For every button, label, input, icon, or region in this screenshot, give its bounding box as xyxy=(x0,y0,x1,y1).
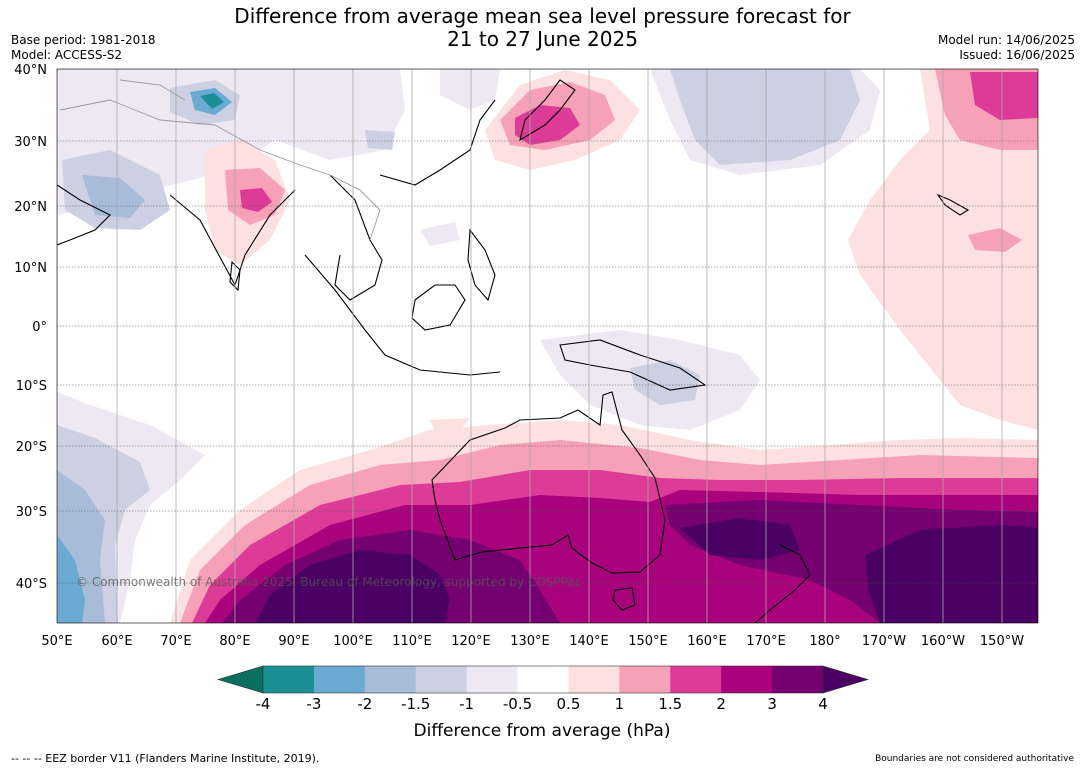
issued-date: Issued: 16/06/2025 xyxy=(959,48,1075,62)
colorbar-tick-label: 3 xyxy=(767,695,777,713)
lat-label: 20°N xyxy=(14,200,47,215)
colorbar-swatch xyxy=(517,666,569,693)
lon-label: 110°E xyxy=(392,634,432,649)
colorbar-swatch xyxy=(670,666,722,693)
lat-label: 40°N xyxy=(14,63,47,78)
lon-label: 50°E xyxy=(41,634,72,649)
colorbar: -4 -3 -2 -1.5 -1 -0.5 0.5 1 1.5 2 3 4 xyxy=(216,665,870,713)
colorbar-tick-label: 0.5 xyxy=(557,695,581,713)
philippines-coast xyxy=(467,228,496,302)
latitude-labels: 40°N 30°N 20°N 10°N 0° 10°S 20°S 30°S 40°S xyxy=(14,63,47,592)
eez-footnote: -- -- -- EEZ border V11 (Flanders Marine… xyxy=(11,752,320,765)
lat-label: 10°N xyxy=(14,261,47,276)
meta-left: Base period: 1981-2018 Model: ACCESS-S2 xyxy=(11,33,156,63)
lon-label: 160°E xyxy=(687,634,727,649)
colorbar-tick-label: -1 xyxy=(459,695,474,713)
lon-label: 170°E xyxy=(746,634,786,649)
lon-label: 160°W xyxy=(921,634,965,649)
lon-label: 120°E xyxy=(451,634,491,649)
lon-label: 60°E xyxy=(101,634,132,649)
model-run: Model run: 14/06/2025 xyxy=(937,33,1075,47)
lon-label: 140°E xyxy=(569,634,609,649)
colorbar-frame xyxy=(262,665,824,694)
china-coast xyxy=(379,99,496,186)
colorbar-swatch xyxy=(568,666,620,693)
lon-label: 100°E xyxy=(333,634,373,649)
title-line-2: 21 to 27 June 2025 xyxy=(447,27,638,51)
colorbar-tick-label: 1.5 xyxy=(658,695,682,713)
borneo-coast xyxy=(411,284,466,331)
colorbar-title: Difference from average (hPa) xyxy=(414,721,671,741)
colorbar-tick-label: -4 xyxy=(256,695,271,713)
lon-label: 170°W xyxy=(862,634,906,649)
coastlines xyxy=(57,79,970,623)
colorbar-tick-label: -0.5 xyxy=(503,695,532,713)
colorbar-tick-label: 1 xyxy=(615,695,625,713)
hawaii-coast xyxy=(936,193,970,216)
lon-label: 150°W xyxy=(980,634,1024,649)
map-frame xyxy=(56,68,1039,624)
lon-label: 90°E xyxy=(278,634,309,649)
colorbar-swatch xyxy=(721,666,773,693)
lon-label: 180° xyxy=(809,634,840,649)
colorbar-swatch xyxy=(313,666,366,693)
lat-label: 0° xyxy=(32,320,47,335)
japan-coast xyxy=(519,79,576,142)
colorbar-tick-label: 2 xyxy=(716,695,726,713)
negative-anomaly-layer xyxy=(57,69,880,623)
borders xyxy=(59,79,381,241)
colorbar-swatch xyxy=(364,666,417,693)
colorbar-arrow-low xyxy=(216,665,264,694)
copyright-text: © Commonwealth of Australia 2025, Bureau… xyxy=(76,575,581,589)
colorbar-tick-label: -1.5 xyxy=(401,695,430,713)
lat-label: 20°S xyxy=(16,440,47,455)
lat-label: 30°N xyxy=(14,135,47,150)
lat-label: 30°S xyxy=(16,505,47,520)
colorbar-tick-label: -2 xyxy=(357,695,372,713)
graticule xyxy=(57,69,1038,623)
base-period: Base period: 1981-2018 xyxy=(11,33,156,47)
new-guinea-coast xyxy=(559,339,707,391)
new-zealand-coast xyxy=(754,544,811,623)
indochina-coast xyxy=(329,174,383,301)
colorbar-swatch xyxy=(619,666,671,693)
lon-label: 150°E xyxy=(628,634,668,649)
colorbar-tick-label: 4 xyxy=(818,695,828,713)
colorbar-tick-label: -3 xyxy=(306,695,321,713)
longitude-labels: 50°E 60°E 70°E 80°E 90°E 100°E 110°E 120°E 130°E… xyxy=(41,634,1024,649)
australia-coast xyxy=(431,391,666,574)
lon-label: 70°E xyxy=(160,634,191,649)
colorbar-swatch xyxy=(415,666,468,693)
colorbar-arrow-high xyxy=(822,665,870,694)
colorbar-swatch xyxy=(772,666,824,693)
title-line-1: Difference from average mean sea level p… xyxy=(234,4,851,28)
page-title: Difference from average mean sea level p… xyxy=(0,5,1085,51)
map-panel xyxy=(57,69,1038,623)
colorbar-swatch xyxy=(466,666,519,693)
meta-right: Model run: 14/06/2025 Issued: 16/06/2025 xyxy=(938,33,1075,63)
colorbar-swatch xyxy=(263,666,315,693)
lon-label: 130°E xyxy=(510,634,550,649)
sumatra-java-coast xyxy=(304,254,501,376)
positive-anomaly-layer xyxy=(170,69,1038,623)
lat-label: 10°S xyxy=(16,379,47,394)
sri-lanka-coast xyxy=(229,260,241,292)
model-name: Model: ACCESS-S2 xyxy=(11,48,123,62)
boundaries-footnote: Boundaries are not considered authoritat… xyxy=(875,754,1074,764)
lat-label: 40°S xyxy=(16,577,47,592)
arabia-coast xyxy=(57,184,111,246)
lon-label: 80°E xyxy=(219,634,250,649)
tasmania-coast xyxy=(612,587,636,611)
